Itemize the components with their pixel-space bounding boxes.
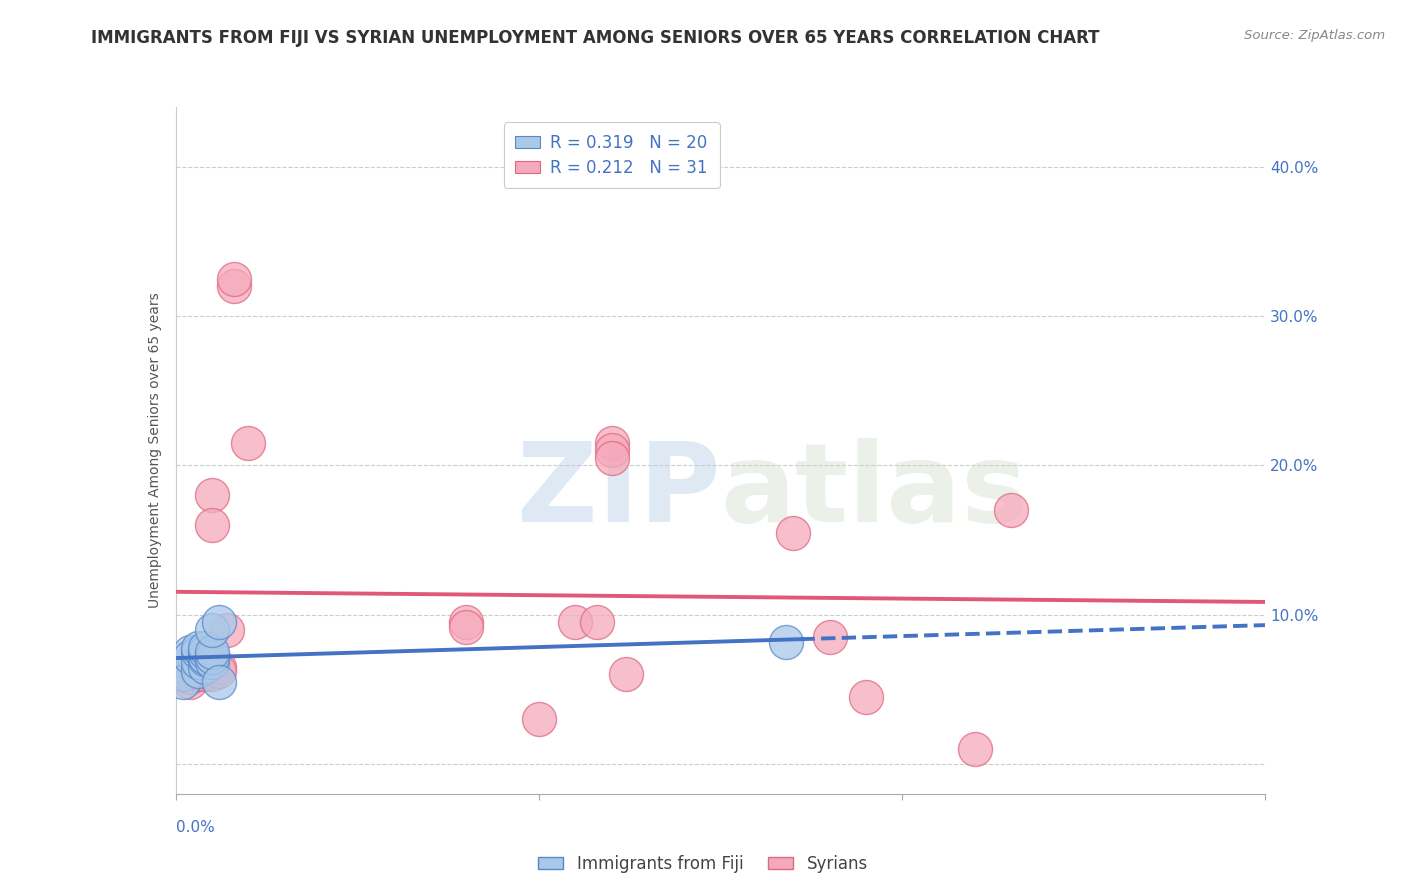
Point	[201, 667, 224, 681]
Point	[172, 674, 194, 689]
Point	[208, 615, 231, 630]
Text: atlas: atlas	[721, 438, 1028, 545]
Point	[186, 665, 209, 679]
Point	[201, 656, 224, 670]
Point	[586, 615, 609, 630]
Point	[172, 667, 194, 681]
Point	[963, 742, 986, 756]
Point	[179, 649, 201, 664]
Point	[194, 640, 217, 655]
Point	[201, 518, 224, 533]
Point	[208, 674, 231, 689]
Point	[855, 690, 877, 704]
Text: Source: ZipAtlas.com: Source: ZipAtlas.com	[1244, 29, 1385, 43]
Point	[818, 630, 841, 644]
Point	[194, 656, 217, 670]
Point	[775, 634, 797, 648]
Point	[456, 615, 478, 630]
Legend: R = 0.319   N = 20, R = 0.212   N = 31: R = 0.319 N = 20, R = 0.212 N = 31	[503, 122, 720, 188]
Point	[600, 436, 623, 450]
Point	[179, 674, 201, 689]
Text: IMMIGRANTS FROM FIJI VS SYRIAN UNEMPLOYMENT AMONG SENIORS OVER 65 YEARS CORRELAT: IMMIGRANTS FROM FIJI VS SYRIAN UNEMPLOYM…	[91, 29, 1099, 47]
Point	[201, 488, 224, 502]
Y-axis label: Unemployment Among Seniors over 65 years: Unemployment Among Seniors over 65 years	[148, 293, 162, 608]
Point	[564, 615, 586, 630]
Point	[194, 665, 217, 679]
Point	[186, 640, 209, 655]
Point	[194, 645, 217, 659]
Point	[201, 623, 224, 637]
Point	[208, 660, 231, 674]
Point	[194, 652, 217, 666]
Legend: Immigrants from Fiji, Syrians: Immigrants from Fiji, Syrians	[531, 848, 875, 880]
Point	[186, 667, 209, 681]
Point	[215, 623, 238, 637]
Text: 0.0%: 0.0%	[176, 820, 215, 835]
Point	[179, 670, 201, 684]
Point	[179, 645, 201, 659]
Point	[456, 620, 478, 634]
Point	[527, 712, 550, 726]
Point	[238, 436, 260, 450]
Point	[1000, 503, 1022, 517]
Point	[194, 660, 217, 674]
Point	[186, 656, 209, 670]
Point	[222, 271, 245, 285]
Text: ZIP: ZIP	[517, 438, 721, 545]
Point	[600, 443, 623, 458]
Point	[186, 645, 209, 659]
Point	[614, 667, 637, 681]
Point	[208, 665, 231, 679]
Point	[186, 660, 209, 674]
Point	[201, 649, 224, 664]
Point	[782, 525, 804, 540]
Point	[172, 667, 194, 681]
Point	[194, 649, 217, 664]
Point	[194, 667, 217, 681]
Point	[222, 279, 245, 293]
Point	[600, 450, 623, 465]
Point	[201, 645, 224, 659]
